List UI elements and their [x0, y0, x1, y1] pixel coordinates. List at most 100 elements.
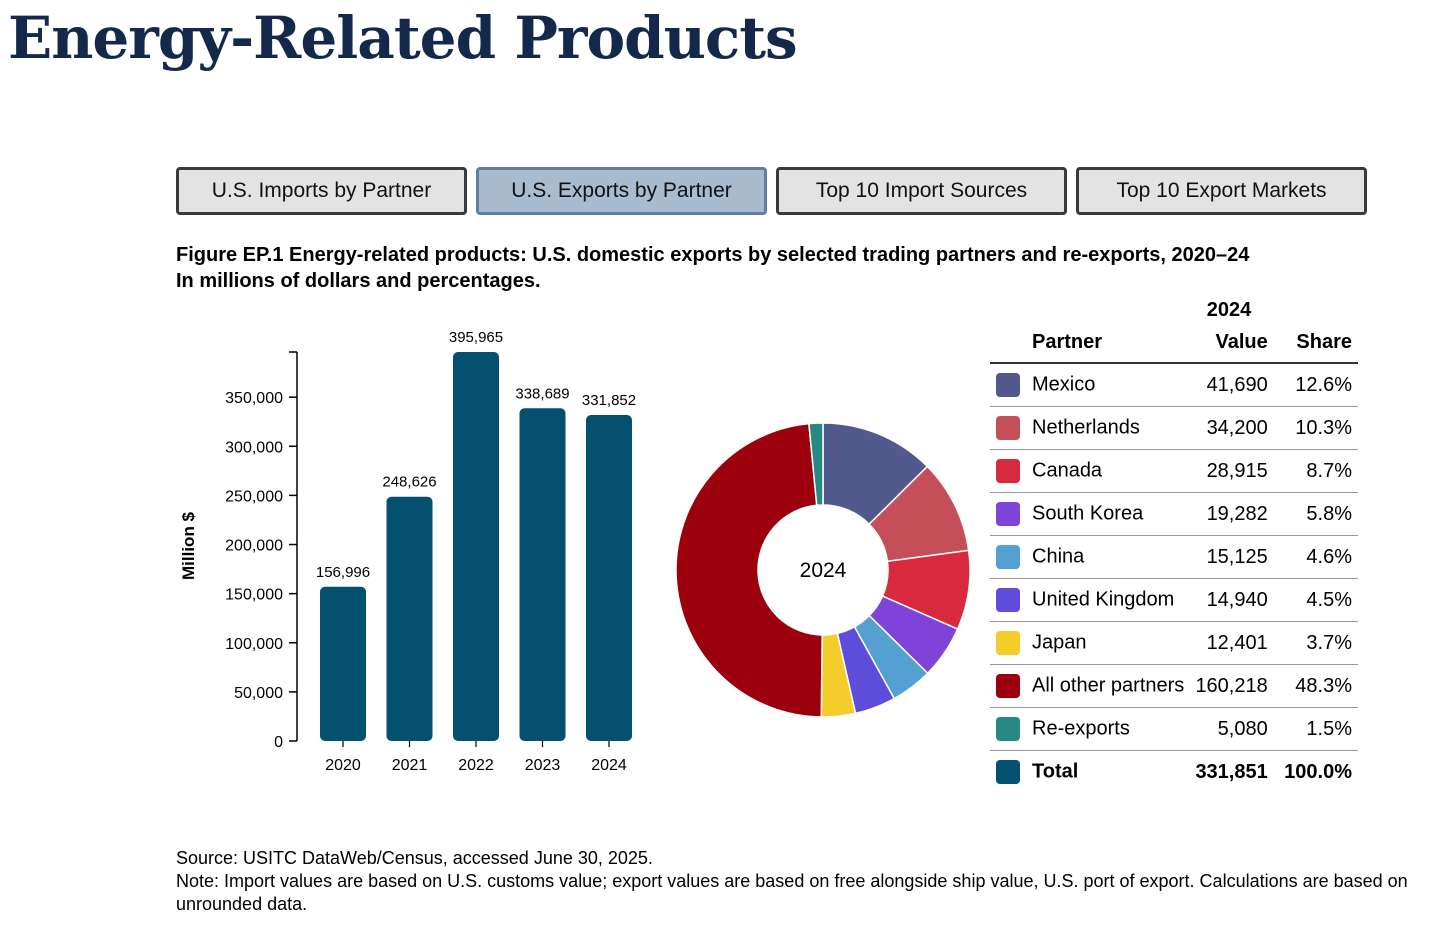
partner-cell: Total	[990, 751, 1184, 794]
value-cell: 41,690	[1184, 363, 1268, 407]
value-cell: 34,200	[1184, 406, 1268, 450]
table-row: Canada 28,915 8.7%	[990, 449, 1358, 493]
value-cell: 28,915	[1184, 449, 1268, 493]
table-row: China 15,125 4.6%	[990, 535, 1358, 579]
tab-top-10-import-sources[interactable]: Top 10 Import Sources	[776, 167, 1067, 215]
partner-cell: Japan	[990, 621, 1185, 665]
share-cell: 4.5%	[1267, 578, 1358, 622]
partner-cell: Mexico	[990, 363, 1185, 407]
share-cell: 10.3%	[1267, 406, 1358, 450]
legend-swatch	[996, 588, 1020, 612]
legend-swatch	[996, 717, 1020, 741]
partner-name: Japan	[1032, 631, 1087, 654]
partner-cell: China	[990, 535, 1185, 579]
share-cell: 3.7%	[1267, 621, 1358, 665]
source-notes: Source: USITC DataWeb/Census, accessed J…	[176, 847, 1451, 916]
table-row: Netherlands 34,200 10.3%	[990, 406, 1358, 450]
share-cell: 100.0%	[1284, 760, 1352, 783]
donut-slice[interactable]	[675, 422, 823, 718]
legend-swatch	[996, 416, 1020, 440]
partner-table: 2024 Partner Value Share Mexico 41,690 12.…	[990, 298, 1358, 793]
partner-cell: United Kingdom	[990, 578, 1185, 622]
table-row: Re-exports 5,080 1.5%	[990, 707, 1358, 751]
value-cell: 15,125	[1184, 535, 1268, 579]
share-cell: 5.8%	[1267, 492, 1358, 536]
y-tick-label: 0	[274, 734, 283, 751]
page-title: Energy-Related Products	[8, 4, 798, 72]
legend-swatch	[996, 373, 1020, 397]
donut-chart: 2024	[675, 422, 971, 718]
value-cell: 14,940	[1184, 578, 1268, 622]
legend-swatch	[996, 760, 1020, 784]
y-tick-label: 100,000	[225, 636, 283, 653]
bar-data-label: 248,626	[382, 474, 436, 491]
table-row: Japan 12,401 3.7%	[990, 621, 1358, 665]
y-tick-label: 50,000	[234, 685, 283, 702]
column-header-share: Share	[1267, 322, 1358, 364]
bar-data-label: 331,852	[582, 392, 636, 409]
partner-cell: South Korea	[990, 492, 1185, 536]
figure-title-line-2: In millions of dollars and percentages.	[176, 270, 541, 292]
donut-center-label: 2024	[800, 559, 847, 582]
x-tick-label: 2022	[458, 757, 494, 774]
bar[interactable]	[586, 414, 632, 741]
value-cell: 12,401	[1184, 621, 1268, 665]
bar[interactable]	[386, 496, 433, 741]
y-tick-label: 350,000	[225, 390, 283, 407]
bar-data-label: 395,965	[449, 329, 503, 346]
partner-name: China	[1032, 545, 1085, 568]
y-tick-label: 150,000	[225, 587, 283, 604]
table-year-header: 2024	[1206, 298, 1252, 321]
bar-data-label: 338,689	[515, 385, 569, 402]
partner-cell: Netherlands	[990, 406, 1185, 450]
x-tick-label: 2023	[525, 757, 561, 774]
partner-cell: Canada	[990, 449, 1185, 493]
x-tick-label: 2021	[392, 757, 428, 774]
partner-name: All other partners	[1032, 674, 1185, 697]
figure-title: Figure EP.1 Energy-related products: U.S…	[176, 242, 1416, 294]
table-row: Mexico 41,690 12.6%	[990, 363, 1358, 407]
share-cell: 1.5%	[1267, 707, 1358, 751]
table-row: United Kingdom 14,940 4.5%	[990, 578, 1358, 622]
share-cell: 48.3%	[1267, 664, 1358, 708]
column-header-partner: Partner	[990, 322, 1185, 364]
figure-title-line-1: Figure EP.1 Energy-related products: U.S…	[176, 244, 1250, 266]
column-header-value: Value	[1184, 322, 1268, 364]
partner-name: Netherlands	[1032, 416, 1140, 439]
y-axis-label: Million $	[179, 511, 198, 580]
x-tick-label: 2024	[591, 757, 627, 774]
share-cell: 4.6%	[1267, 535, 1358, 579]
partner-name: United Kingdom	[1032, 588, 1175, 611]
value-cell: 5,080	[1184, 707, 1268, 751]
table-body: Mexico 41,690 12.6% Netherlands 34,200 10.3% C…	[990, 363, 1358, 793]
y-tick-label: 200,000	[225, 538, 283, 555]
share-cell: 8.7%	[1267, 449, 1358, 493]
value-cell: 331,851	[1195, 760, 1268, 783]
note-line: Note: Import values are based on U.S. cu…	[176, 871, 1408, 914]
value-cell: 19,282	[1184, 492, 1268, 536]
donut-slice[interactable]	[808, 422, 824, 507]
value-cell: 160,218	[1184, 664, 1268, 708]
bar[interactable]	[453, 352, 499, 741]
tab-imports-by-partner[interactable]: U.S. Imports by Partner	[176, 167, 467, 215]
legend-swatch	[996, 674, 1020, 698]
table-row: All other partners 160,218 48.3%	[990, 664, 1358, 708]
partner-name: South Korea	[1032, 502, 1144, 525]
tab-exports-by-partner[interactable]: U.S. Exports by Partner	[476, 167, 767, 215]
total-row: Total 331,851 100.0%	[990, 751, 1358, 794]
partner-cell: All other partners	[990, 664, 1185, 708]
bar[interactable]	[320, 586, 366, 741]
partner-name: Mexico	[1032, 373, 1096, 396]
legend-swatch	[996, 545, 1020, 569]
legend-swatch	[996, 631, 1020, 655]
legend-swatch	[996, 459, 1020, 483]
source-line: Source: USITC DataWeb/Census, accessed J…	[176, 848, 653, 868]
bar[interactable]	[519, 408, 566, 741]
bar-data-label: 156,996	[316, 564, 370, 581]
tab-top-10-export-markets[interactable]: Top 10 Export Markets	[1076, 167, 1367, 215]
partner-name: Total	[1032, 760, 1079, 783]
x-tick-label: 2020	[325, 757, 361, 774]
y-tick-label: 300,000	[225, 439, 283, 456]
y-tick-label: 250,000	[225, 488, 283, 505]
